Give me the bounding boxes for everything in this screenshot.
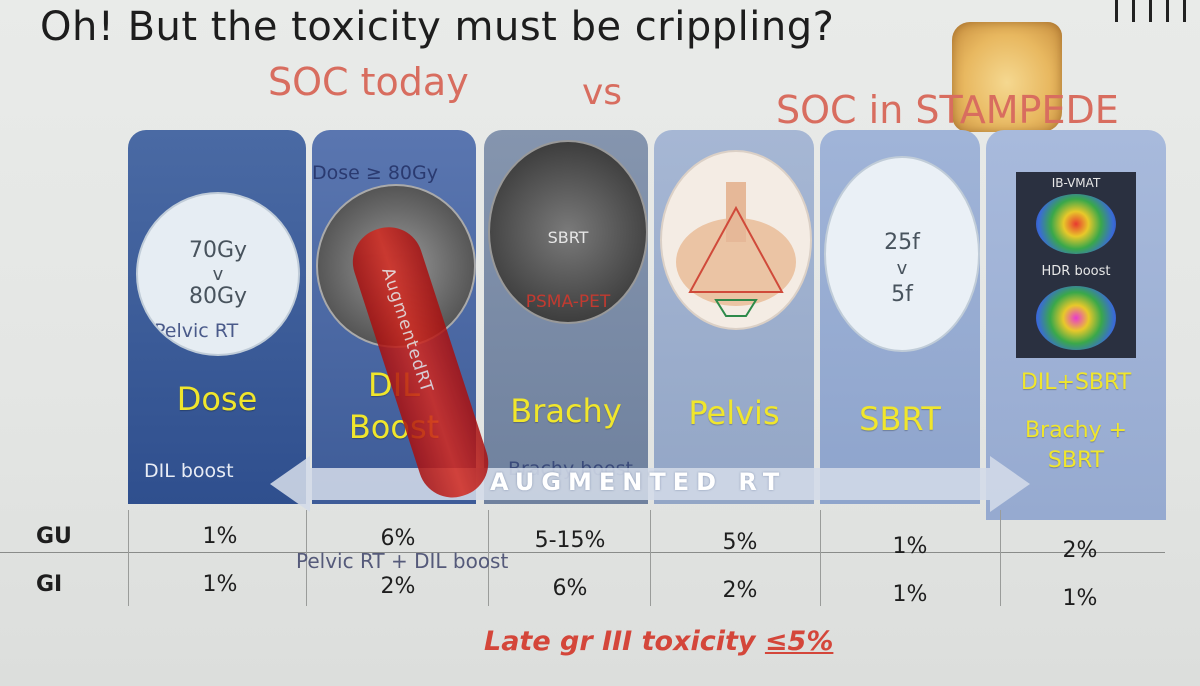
col-divider: [650, 510, 651, 606]
sbrt-line-2: v: [896, 258, 908, 279]
pelvic-rt-note: Pelvic RT: [154, 320, 239, 342]
gi-cell: 1%: [892, 582, 928, 607]
col-divider: [1000, 510, 1001, 606]
panel-label-dil-sbrt: DIL+SBRT: [1020, 370, 1132, 395]
panel-dose: 70Gy v 80Gy Pelvic RT Dose DIL boost: [128, 130, 306, 504]
gi-cell: 1%: [1062, 586, 1098, 611]
brachy-circle: SBRT PSMA-PET: [488, 140, 648, 324]
gu-cell: 5-15%: [534, 528, 606, 553]
panel-label-brachy: Brachy: [510, 392, 622, 430]
sbrt-circle: 25f v 5f: [824, 156, 980, 352]
dose-map-image: IB-VMAT HDR boost: [1016, 172, 1136, 358]
toxicity-table: GU 1% 6% 5-15% 5% 1% 2% GI 1% 2% 6% 2% 1…: [0, 510, 1200, 612]
col-divider: [306, 510, 307, 606]
gu-cell: 1%: [892, 534, 928, 559]
gu-cell: 1%: [202, 524, 238, 549]
panel-label-sbrt: SBRT: [859, 400, 941, 438]
panel-label-pelvis: Pelvis: [688, 394, 780, 432]
circle-line-3: 80Gy: [188, 284, 248, 309]
subtitle-middle: vs: [582, 72, 623, 113]
gi-cell: 1%: [202, 572, 238, 597]
panel-sbrt: 25f v 5f SBRT: [820, 130, 980, 504]
panel-pelvis: Pelvis: [654, 130, 814, 504]
col-divider: [488, 510, 489, 606]
gu-cell: 6%: [380, 526, 416, 551]
panel-label-dose: Dose: [176, 380, 258, 418]
circle-line-1: 70Gy: [188, 238, 248, 263]
subtitle-right: SOC in STAMPEDE: [776, 88, 1119, 132]
footer-note: Late gr III toxicity ≤5%: [484, 626, 833, 657]
row-label-gi: GI: [36, 572, 63, 597]
sbrt-line-1: 25f: [884, 230, 920, 255]
gu-cell: 2%: [1062, 538, 1098, 563]
row-label-gu: GU: [36, 524, 72, 549]
psma-pet-note: PSMA-PET: [525, 292, 611, 312]
sbrt-circle-note: SBRT: [547, 228, 589, 247]
augmented-rt-label: AUGMENTED RT: [490, 468, 787, 496]
panel-brachy: SBRT PSMA-PET Brachy Brachy boost: [484, 130, 648, 504]
sbrt-line-3: 5f: [891, 282, 913, 307]
panel-label-sbrt-2: SBRT: [1047, 448, 1105, 473]
circle-line-2: v: [212, 264, 224, 285]
col-divider: [128, 510, 129, 606]
panel-dil-sbrt: IB-VMAT HDR boost DIL+SBRT Brachy + SBRT: [986, 130, 1166, 520]
dil-boost-note: DIL boost: [144, 460, 234, 482]
corner-decoration: [1115, 0, 1186, 22]
gu-cell: 5%: [722, 530, 758, 555]
pelvis-circle: [660, 150, 812, 330]
row-divider: [0, 552, 1165, 553]
panel-label-brachy-plus: Brachy +: [1024, 418, 1128, 443]
footer-value: ≤5%: [764, 626, 834, 657]
pelvis-diagram-icon: [676, 182, 796, 317]
col-divider: [820, 510, 821, 606]
hdr-boost-label: HDR boost: [1041, 264, 1111, 279]
dose-circle: 70Gy v 80Gy Pelvic RT: [136, 192, 300, 356]
gi-cell: 2%: [380, 574, 416, 599]
dose-80gy-note: Dose ≥ 80Gy: [312, 162, 438, 184]
subtitle-left: SOC today: [268, 60, 469, 104]
pelvic-rt-dil-boost-note: Pelvic RT + DIL boost: [296, 549, 509, 573]
gi-cell: 2%: [722, 578, 758, 603]
slide-title: Oh! But the toxicity must be crippling?: [40, 4, 835, 50]
toast-icon: [952, 22, 1062, 132]
ib-vmat-label: IB-VMAT: [1051, 176, 1101, 190]
footer-prefix: Late gr III toxicity: [484, 626, 765, 657]
gi-cell: 6%: [552, 576, 588, 601]
